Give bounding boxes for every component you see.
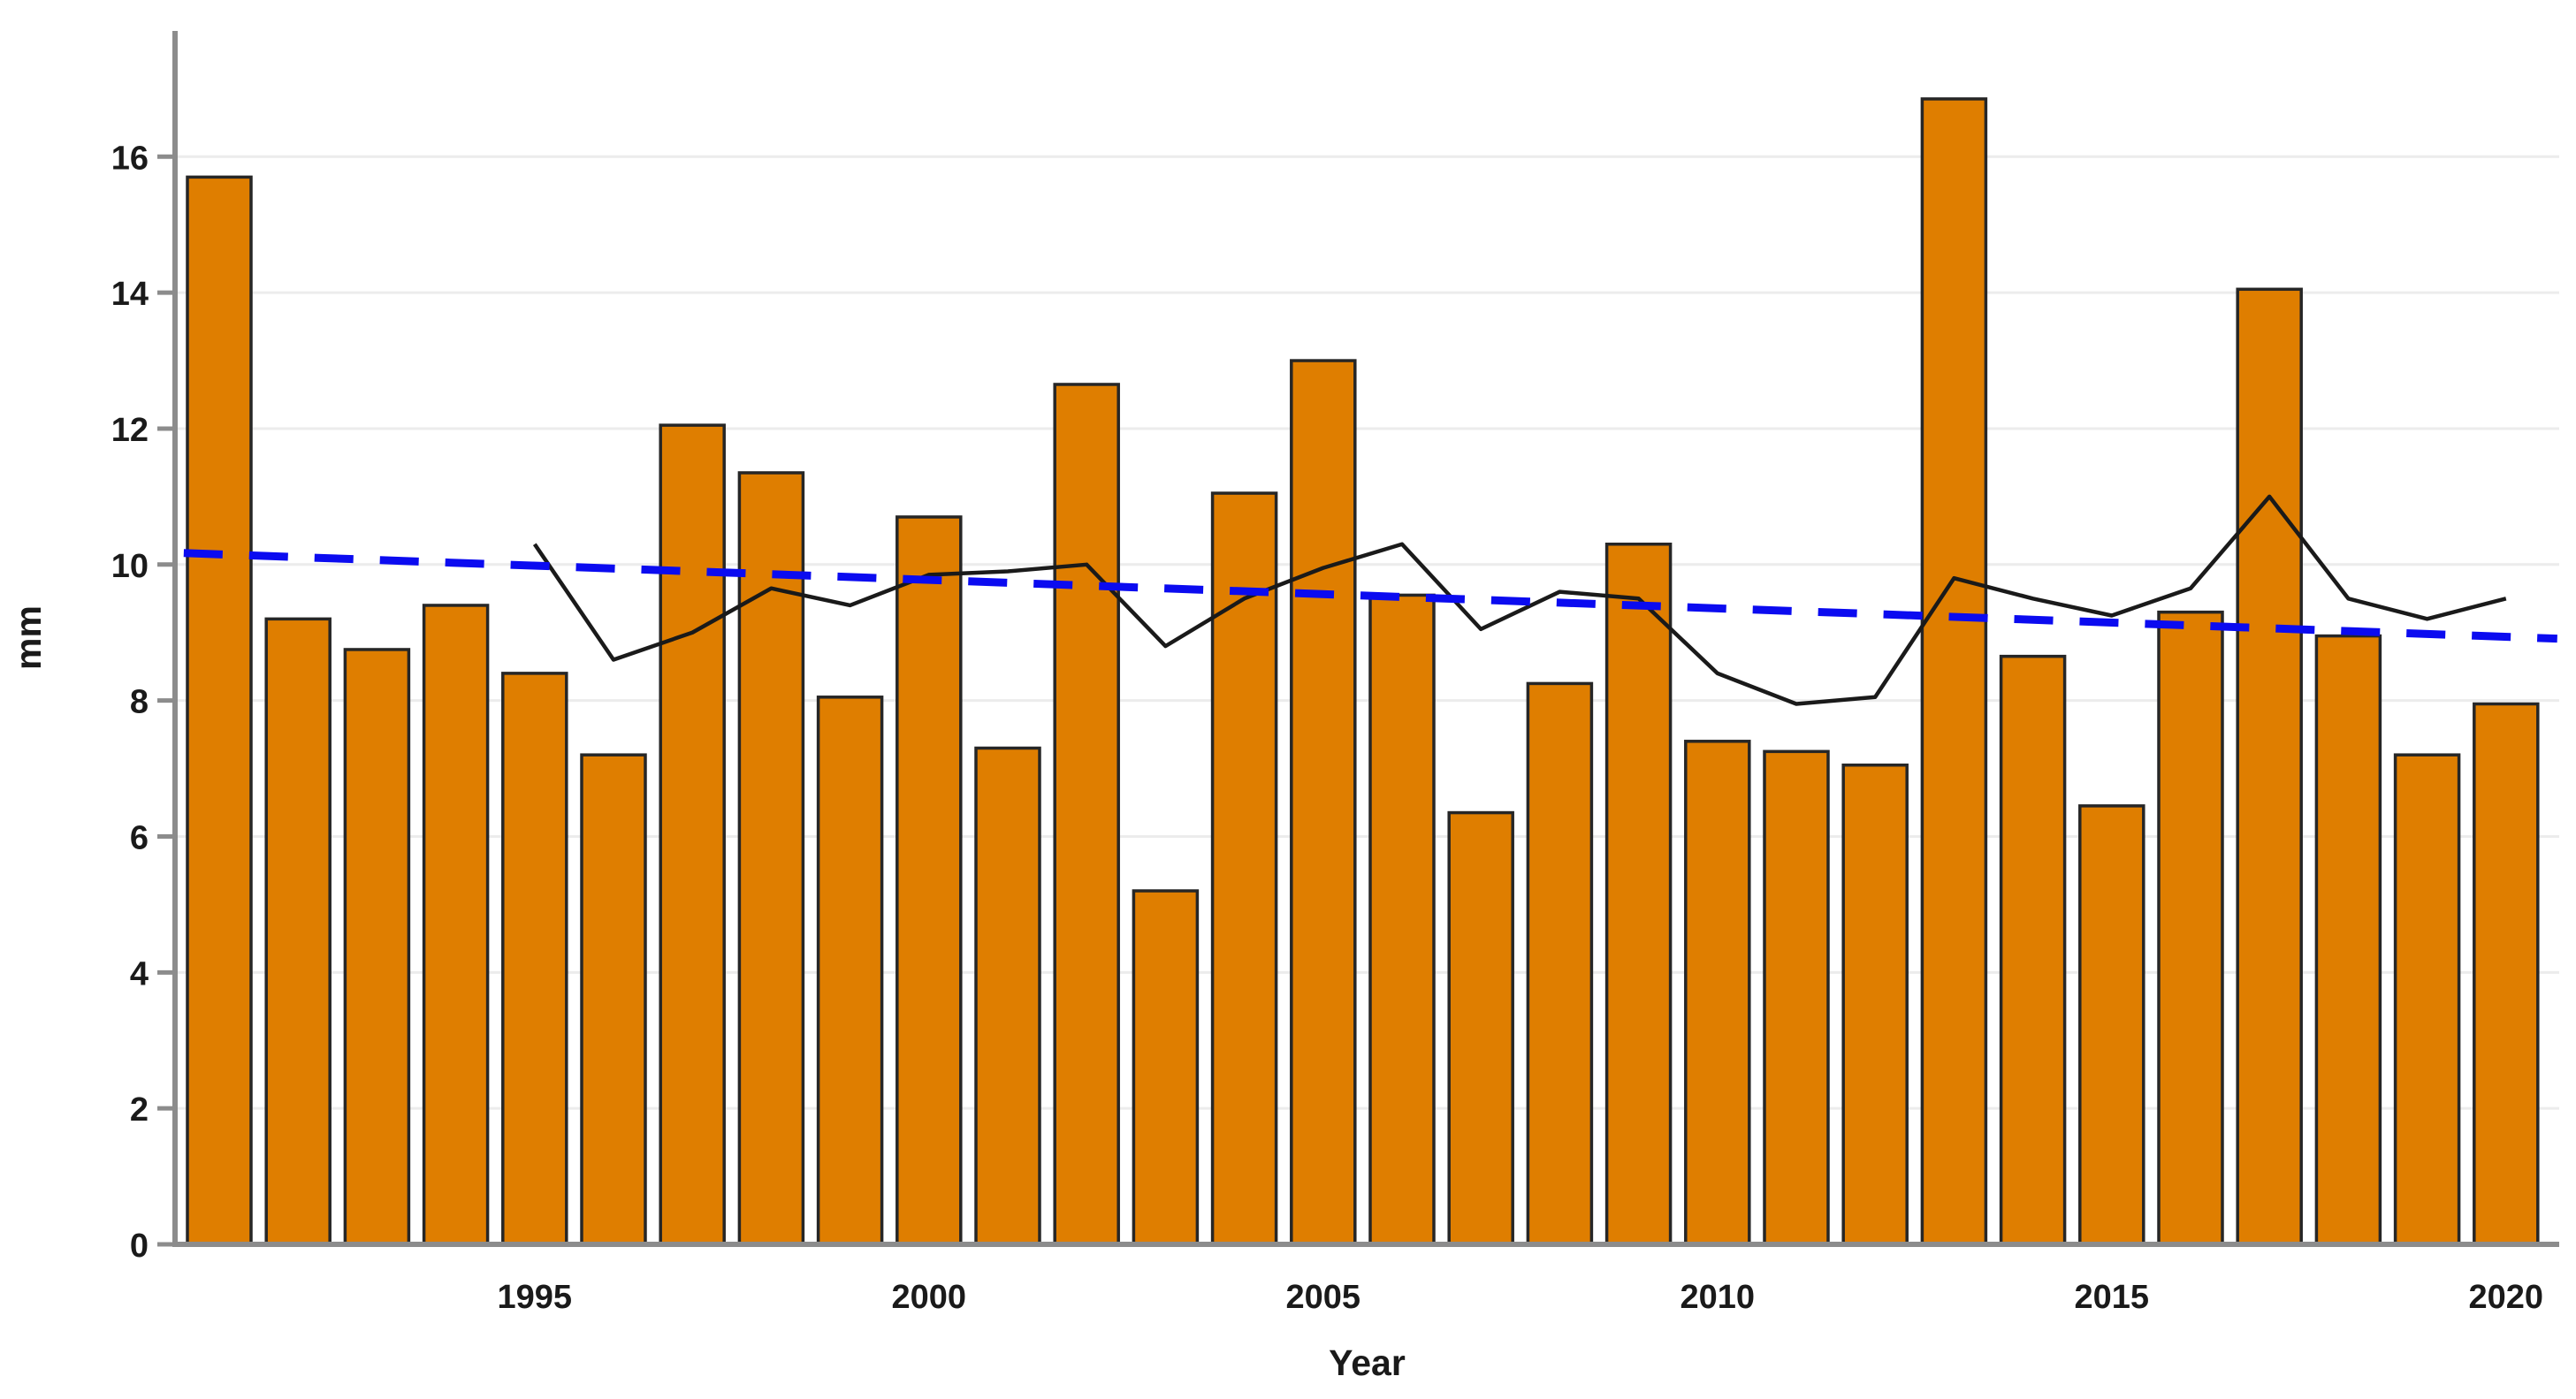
y-tick-label: 0	[130, 1228, 149, 1265]
bar-1997	[659, 423, 726, 1246]
bar-2017	[2236, 287, 2303, 1246]
bar-2019	[2393, 753, 2461, 1246]
bar-2020	[2473, 702, 2540, 1246]
y-axis-title: mm	[8, 605, 49, 670]
bar-1994	[422, 604, 490, 1246]
moving-average-line	[532, 494, 2507, 706]
y-tick-label: 16	[111, 140, 149, 177]
x-tick-label: 2020	[2469, 1279, 2544, 1316]
x-tick-label: 2000	[892, 1279, 967, 1316]
axis-labels-layer: Year mm 0 2 4 6 8 10 12 14 16 1995 2000 2005 2010 201…	[8, 140, 2543, 1383]
x-tick-label: 2015	[2075, 1279, 2150, 1316]
x-tick-label: 2010	[1680, 1279, 1756, 1316]
bar-2011	[1763, 749, 1830, 1246]
x-axis-title: Year	[1329, 1342, 1406, 1383]
x-tick-label: 1995	[498, 1279, 573, 1316]
bar-series-layer	[186, 97, 2540, 1246]
line-series-layer	[183, 494, 2557, 706]
bar-1996	[580, 753, 647, 1246]
y-tick-label: 2	[130, 1091, 149, 1129]
bar-2005	[1290, 359, 1357, 1246]
y-tick-label: 8	[130, 684, 149, 721]
bar-2004	[1210, 491, 1278, 1246]
bar-1993	[343, 648, 411, 1246]
trend-line	[183, 549, 2557, 643]
bar-2002	[1053, 383, 1120, 1246]
y-tick-label: 6	[130, 819, 149, 856]
bar-2006	[1368, 593, 1436, 1246]
bar-2008	[1526, 681, 1594, 1246]
bar-2007	[1447, 810, 1514, 1246]
y-tick-label: 14	[111, 276, 149, 313]
bar-1995	[501, 672, 568, 1246]
bar-1998	[737, 471, 805, 1246]
bar-2016	[2157, 610, 2224, 1246]
bar-2014	[1999, 654, 2067, 1246]
y-tick-label: 4	[130, 955, 149, 992]
axes-layer	[157, 31, 2559, 1247]
bar-1999	[816, 696, 884, 1246]
y-tick-label: 10	[111, 548, 149, 585]
bar-2010	[1684, 740, 1751, 1246]
bar-2015	[2078, 804, 2145, 1246]
y-tick-label: 12	[111, 412, 149, 449]
bar-1992	[264, 617, 332, 1246]
gridline-layer	[175, 155, 2559, 1110]
bar-2003	[1132, 889, 1200, 1246]
bar-2013	[1920, 97, 1988, 1246]
bar-2001	[974, 746, 1041, 1246]
bar-2012	[1841, 763, 1909, 1246]
bar-1991	[186, 175, 253, 1246]
x-tick-label: 2005	[1286, 1279, 1361, 1316]
bar-2000	[896, 515, 963, 1246]
bar-2009	[1604, 542, 1673, 1246]
bar-2018	[2314, 634, 2382, 1246]
